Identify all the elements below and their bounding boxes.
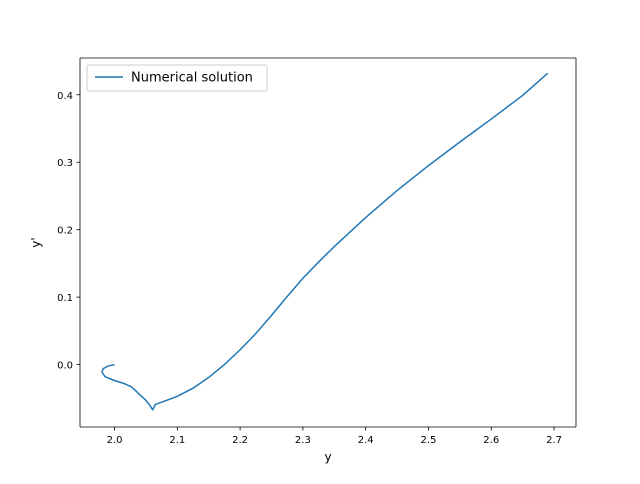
x-tick-label: 2.5 (421, 435, 437, 446)
plot-area (80, 58, 576, 427)
legend-label-numerical-solution: Numerical solution (131, 71, 253, 86)
axes-layer (79, 57, 577, 428)
y-tick-label: 0.3 (57, 158, 73, 169)
x-axis-label: y (324, 450, 331, 464)
legend: Numerical solution (86, 64, 268, 92)
x-tick-label: 2.4 (358, 435, 374, 446)
x-tick-label: 2.3 (295, 435, 311, 446)
ticks-layer: 2.0 2.1 2.2 2.3 2.4 2.5 2.6 2.7 0.0 0.1 0.2 0.3 0.4 (57, 91, 562, 446)
x-tick-label: 2.0 (107, 435, 123, 446)
series-line-0 (101, 72, 549, 411)
y-tick-label: 0.4 (57, 91, 73, 102)
x-tick-label: 2.2 (232, 435, 248, 446)
x-tick-label: 2.1 (169, 435, 185, 446)
legend-box (86, 64, 268, 92)
y-tick-label: 0.1 (57, 293, 73, 304)
y-tick-label: 0.2 (57, 226, 73, 237)
x-tick-label: 2.7 (546, 435, 562, 446)
x-tick-label: 2.6 (483, 435, 499, 446)
series-layer (101, 72, 549, 411)
y-tick-label: 0.0 (57, 361, 73, 372)
y-axis-label: y' (29, 237, 43, 247)
